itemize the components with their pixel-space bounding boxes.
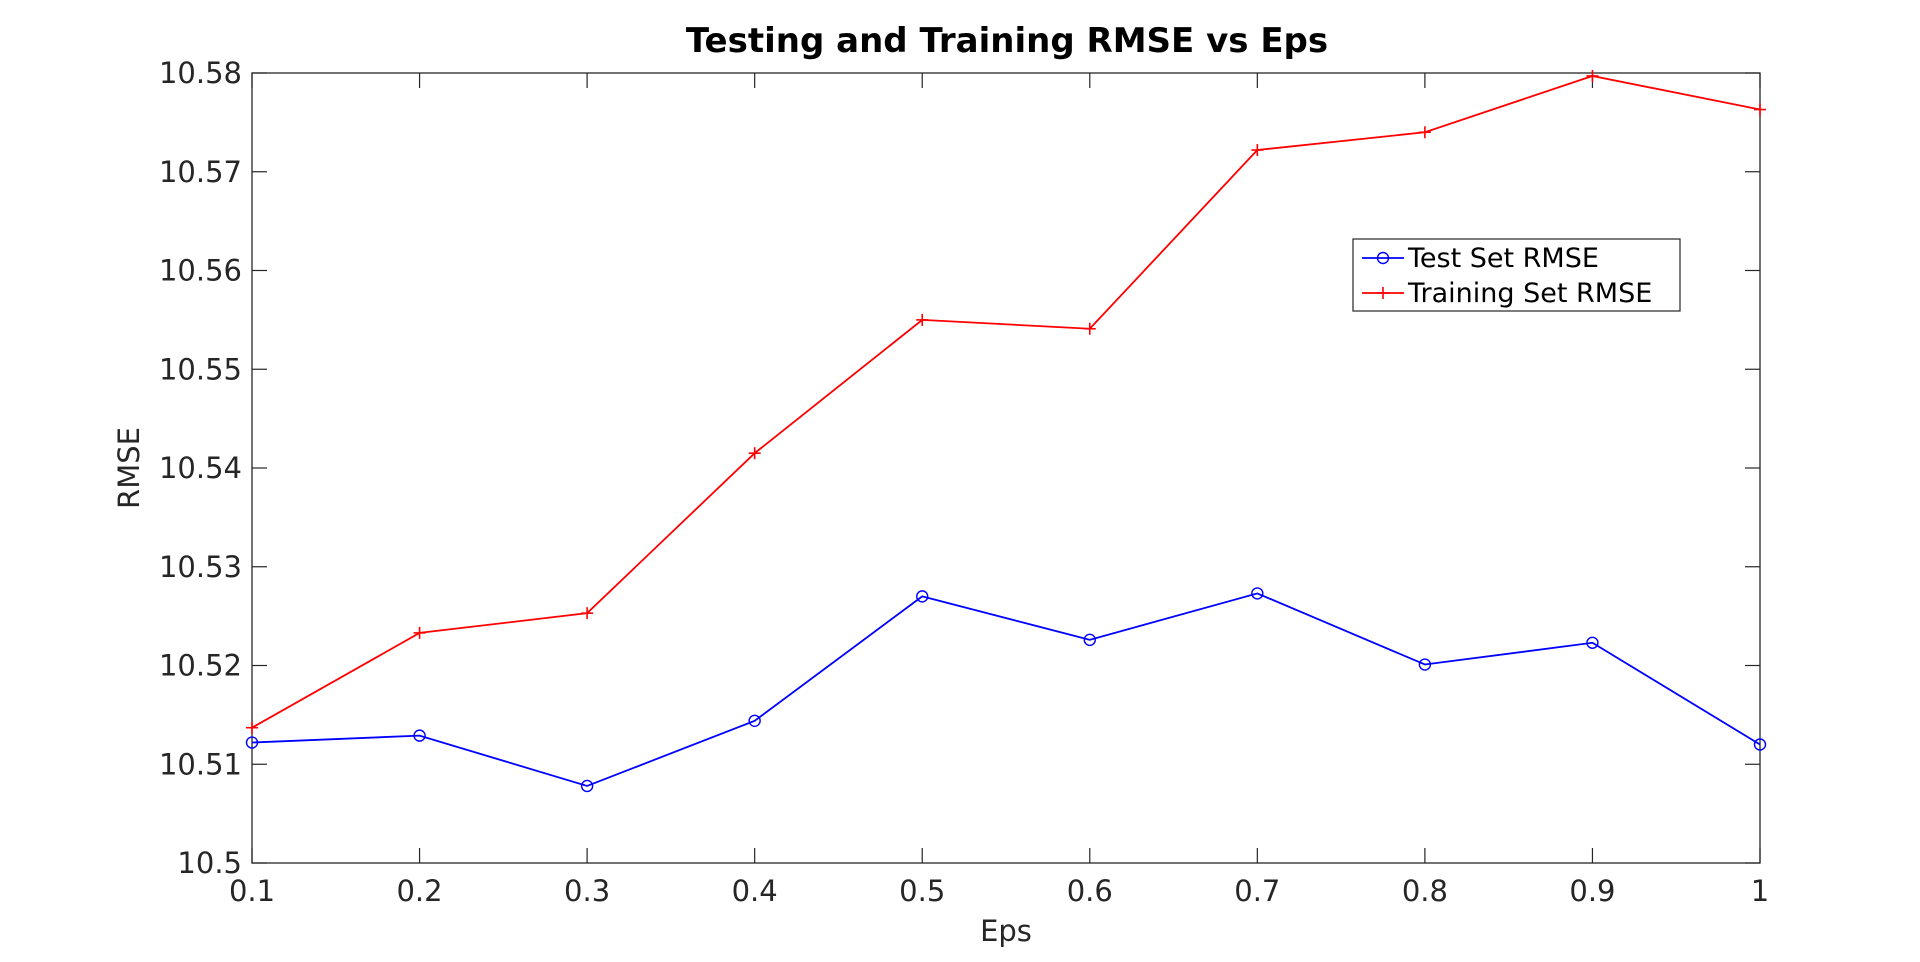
x-axis-label: Eps	[980, 914, 1032, 948]
x-tick-label: 0.5	[899, 874, 945, 908]
legend-entry: Training Set RMSE	[1362, 278, 1652, 309]
legend-box	[1352, 238, 1681, 312]
legend-label: Test Set RMSE	[1407, 243, 1599, 274]
x-tick-label: 1	[1751, 874, 1769, 908]
x-tick-label: 0.2	[396, 874, 442, 908]
x-tick-label: 0.3	[564, 874, 610, 908]
y-tick-label: 10.51	[159, 747, 242, 781]
chart-title: Testing and Training RMSE vs Eps	[686, 21, 1328, 61]
plot-area-frame	[251, 72, 1761, 864]
series-layer	[245, 69, 1767, 793]
data-point	[1586, 636, 1599, 649]
data-point	[1251, 144, 1264, 157]
y-axis-label: RMSE	[112, 427, 146, 509]
data-point	[1083, 633, 1096, 647]
y-tick-label: 10.58	[159, 56, 242, 90]
legend-label: Training Set RMSE	[1407, 278, 1652, 309]
y-tick-label: 10.56	[159, 254, 242, 288]
data-point	[1418, 126, 1431, 139]
x-tick-label: 0.4	[732, 874, 778, 908]
y-tick-label: 10.52	[159, 649, 242, 683]
series-test-set-rmse	[245, 587, 1767, 793]
data-point	[748, 714, 761, 727]
data-point	[1083, 322, 1096, 335]
y-tick-label: 10.55	[159, 352, 242, 386]
data-point	[246, 721, 258, 734]
x-tick-label: 0.1	[229, 874, 275, 908]
data-point	[1418, 658, 1432, 671]
series-line	[251, 75, 1761, 729]
data-point	[1251, 587, 1264, 600]
data-point	[1586, 69, 1599, 82]
axis-ticks: 0.1 0.2 0.3 0.4 0.5 0.6 0.7 0.8 0.9 1 10.5 10.51 10.…	[159, 56, 1769, 908]
data-point	[413, 626, 426, 639]
data-point	[748, 447, 761, 460]
y-tick-label: 10.53	[159, 550, 242, 584]
data-point	[916, 590, 929, 603]
series-line	[251, 592, 1761, 787]
data-point	[581, 607, 594, 620]
data-point	[413, 729, 426, 742]
y-tick-label: 10.54	[159, 451, 242, 485]
x-tick-label: 0.7	[1234, 874, 1280, 908]
x-tick-label: 0.9	[1569, 874, 1615, 908]
series-training-set-rmse	[246, 69, 1766, 734]
data-point	[580, 779, 594, 793]
legend-marker-sample	[1377, 287, 1389, 299]
legend-entry: Test Set RMSE	[1362, 243, 1599, 274]
x-tick-label: 0.6	[1067, 874, 1113, 908]
x-tick-label: 0.8	[1402, 874, 1448, 908]
y-tick-label: 10.57	[159, 155, 242, 189]
data-point	[916, 313, 929, 326]
legend: Test Set RMSE Training Set RMSE	[1352, 238, 1681, 312]
legend-marker-sample	[1376, 251, 1390, 265]
data-point	[245, 736, 259, 749]
y-tick-label: 10.5	[177, 846, 242, 880]
data-point	[1754, 103, 1766, 116]
data-point	[1753, 738, 1767, 751]
